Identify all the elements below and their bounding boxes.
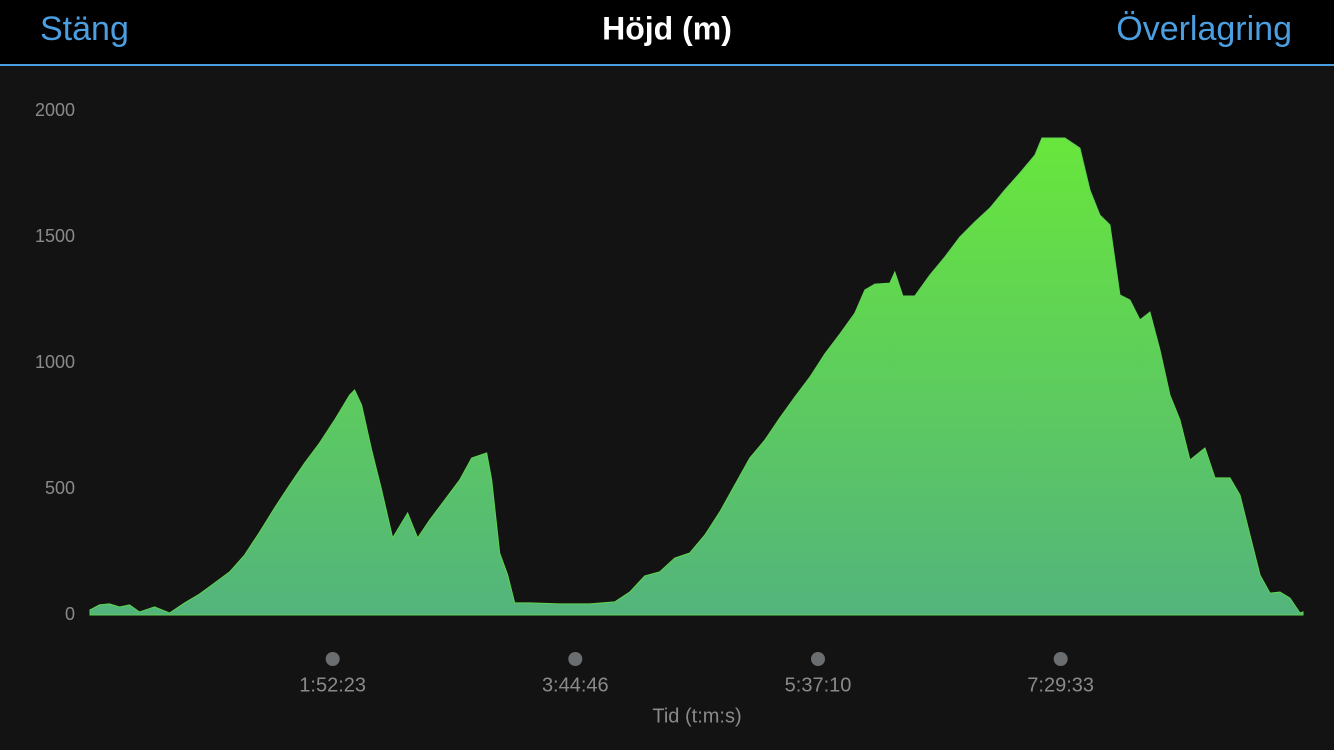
x-tick-label: 1:52:23 [299, 674, 366, 696]
nav-title: Höjd (m) [602, 10, 732, 46]
overlay-button[interactable]: Överlagring [1116, 10, 1292, 48]
y-tick-label: 1500 [35, 226, 75, 246]
y-tick-label: 0 [65, 604, 75, 624]
y-tick-label: 1000 [35, 352, 75, 372]
x-tick-label: 3:44:46 [542, 674, 609, 696]
x-tick-label: 7:29:33 [1027, 674, 1094, 696]
x-axis-label: Tid (t:m:s) [652, 705, 741, 727]
close-button[interactable]: Stäng [40, 10, 129, 48]
x-tick-dot [568, 652, 583, 666]
plot: 0 500 1000 1500 2000 1:52:23 3:44:46 5:37:10 7:2… [35, 100, 1304, 696]
nav-bar [0, 0, 1334, 65]
x-tick-dot [325, 652, 340, 666]
elevation-area [89, 137, 1304, 616]
x-tick-dot [1053, 652, 1068, 666]
x-tick-label: 5:37:10 [785, 674, 852, 696]
y-tick-label: 2000 [35, 100, 75, 120]
y-tick-label: 500 [45, 478, 75, 498]
x-tick-dot [811, 652, 826, 666]
